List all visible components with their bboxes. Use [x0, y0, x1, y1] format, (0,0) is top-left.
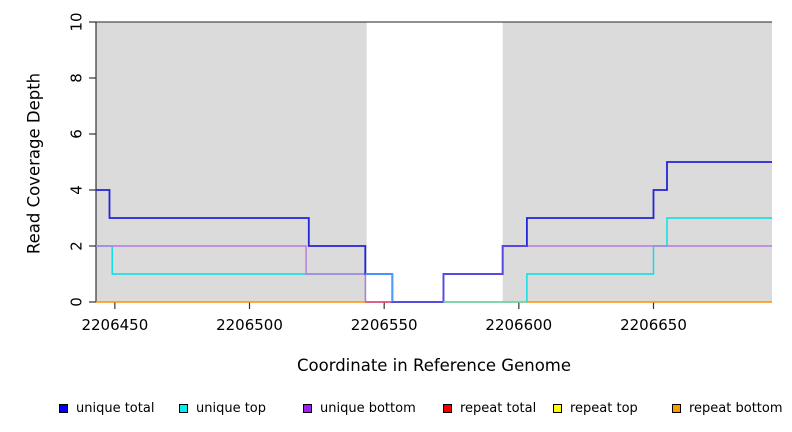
legend-swatch-icon	[303, 403, 312, 413]
x-tick-label: 2206550	[351, 316, 418, 334]
y-tick-label: 8	[68, 73, 86, 83]
y-tick-label: 2	[68, 241, 86, 251]
legend-label: unique top	[196, 400, 267, 416]
series-segment-unique-top-line	[96, 217, 772, 303]
legend-item-repeat-total: repeat total	[443, 397, 536, 419]
y-tick-label: 10	[68, 12, 86, 31]
legend-item-repeat-bottom: repeat bottom	[672, 397, 783, 419]
legend: unique total unique top unique bottom repea…	[0, 397, 792, 421]
x-axis-title: Coordinate in Reference Genome	[296, 356, 572, 375]
legend-label: repeat top	[570, 400, 638, 416]
x-tick-label: 2206450	[81, 316, 148, 334]
legend-swatch-icon	[443, 403, 452, 413]
y-tick-label: 6	[68, 129, 86, 139]
legend-swatch-icon	[59, 403, 68, 413]
legend-item-repeat-top: repeat top	[553, 397, 638, 419]
y-tick-label: 0	[68, 297, 86, 307]
y-tick-label: 4	[68, 185, 86, 195]
series-segment-unique-total-over-bottom-blend	[392, 245, 527, 303]
legend-swatch-icon	[672, 403, 681, 413]
legend-item-unique-total: unique total	[59, 397, 154, 419]
x-tick-label: 2206500	[216, 316, 283, 334]
legend-label: unique bottom	[320, 400, 416, 416]
y-axis-title: Read Coverage Depth	[24, 72, 44, 255]
legend-label: repeat bottom	[689, 400, 783, 416]
legend-item-unique-bottom: unique bottom	[303, 397, 416, 419]
legend-label: repeat total	[460, 400, 537, 416]
series-segment-unique-total-over-top-blend	[365, 273, 394, 302]
x-tick-label: 2206600	[485, 316, 552, 334]
legend-item-unique-top: unique top	[179, 397, 266, 419]
legend-swatch-icon	[553, 403, 562, 413]
shaded-region	[96, 22, 367, 302]
coverage-plot: 0 2 4 6 8 10 2206450 2206500 2206550 2206600 22066…	[68, 12, 772, 334]
legend-label: unique total	[76, 400, 155, 416]
x-tick-label: 2206650	[620, 316, 687, 334]
legend-swatch-icon	[179, 403, 188, 413]
